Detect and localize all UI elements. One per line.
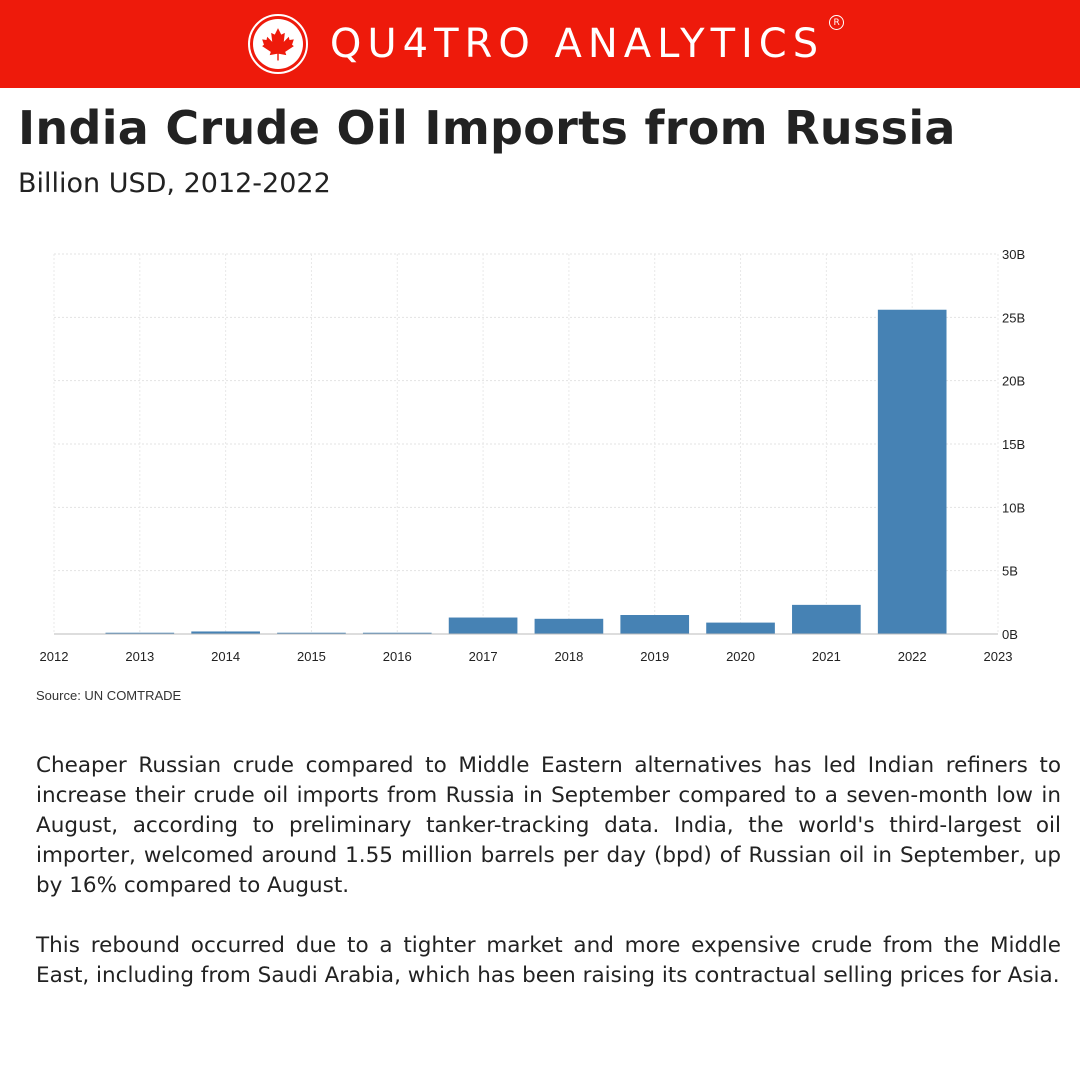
bar-2013 bbox=[105, 632, 175, 634]
brand-name-text: QU4TRO ANALYTICS bbox=[329, 21, 825, 67]
x-tick-label: 2017 bbox=[469, 649, 498, 664]
bar-2014 bbox=[191, 631, 260, 634]
chart-title: India Crude Oil Imports from Russia bbox=[18, 101, 956, 155]
x-axis: 2012 2013 2014 2015 2016 2017 2018 2019 2020 2021… bbox=[40, 633, 1013, 664]
bar-2021 bbox=[792, 604, 861, 634]
chart-subtitle: Billion USD, 2012-2022 bbox=[18, 168, 331, 199]
x-tick-label: 2019 bbox=[640, 649, 669, 664]
x-tick-label: 2013 bbox=[125, 649, 154, 664]
bar-chart: 2012 2013 2014 2015 2016 2017 2018 2019 2020 2021… bbox=[40, 247, 1026, 664]
bar-2017 bbox=[448, 617, 518, 634]
body-paragraph-1: Cheaper Russian crude compared to Middle… bbox=[36, 753, 1061, 898]
x-tick-label: 2018 bbox=[554, 649, 583, 664]
grid-lines bbox=[53, 253, 999, 635]
bar-2016 bbox=[362, 632, 432, 634]
source-note: Source: UN COMTRADE bbox=[36, 688, 182, 703]
bar-2020 bbox=[706, 622, 775, 634]
x-tick-label: 2021 bbox=[812, 649, 841, 664]
y-tick-label: 20B bbox=[1002, 374, 1025, 389]
brand-lockup: QU4TRO ANALYTICS R bbox=[247, 14, 845, 74]
y-tick-label: 25B bbox=[1002, 310, 1025, 325]
x-tick-label: 2020 bbox=[726, 649, 755, 664]
registered-mark: R bbox=[829, 15, 845, 30]
body-paragraph-2: This rebound occurred due to a tighter m… bbox=[36, 933, 1061, 988]
x-tick-label: 2012 bbox=[40, 649, 69, 664]
brand-logo bbox=[247, 14, 308, 74]
x-tick-label: 2022 bbox=[898, 649, 927, 664]
x-tick-label: 2023 bbox=[984, 649, 1013, 664]
brand-header: QU4TRO ANALYTICS R bbox=[0, 0, 1080, 88]
y-tick-label: 30B bbox=[1002, 247, 1025, 262]
bar-2022 bbox=[877, 309, 947, 634]
x-tick-label: 2015 bbox=[297, 649, 326, 664]
y-tick-label: 10B bbox=[1002, 500, 1025, 515]
brand-name: QU4TRO ANALYTICS R bbox=[329, 15, 845, 67]
bar-2018 bbox=[534, 618, 604, 634]
x-tick-label: 2014 bbox=[211, 649, 240, 664]
y-tick-label: 5B bbox=[1002, 564, 1018, 579]
y-tick-label: 15B bbox=[1002, 437, 1025, 452]
bar-2015 bbox=[277, 632, 346, 634]
y-tick-label: 0B bbox=[1002, 627, 1018, 642]
x-tick-label: 2016 bbox=[383, 649, 412, 664]
bar-2019 bbox=[620, 615, 690, 634]
maple-leaf-icon bbox=[252, 19, 303, 69]
bars bbox=[105, 309, 947, 634]
y-axis: 0B 5B 10B 15B 20B 25B 30B bbox=[1002, 247, 1025, 642]
